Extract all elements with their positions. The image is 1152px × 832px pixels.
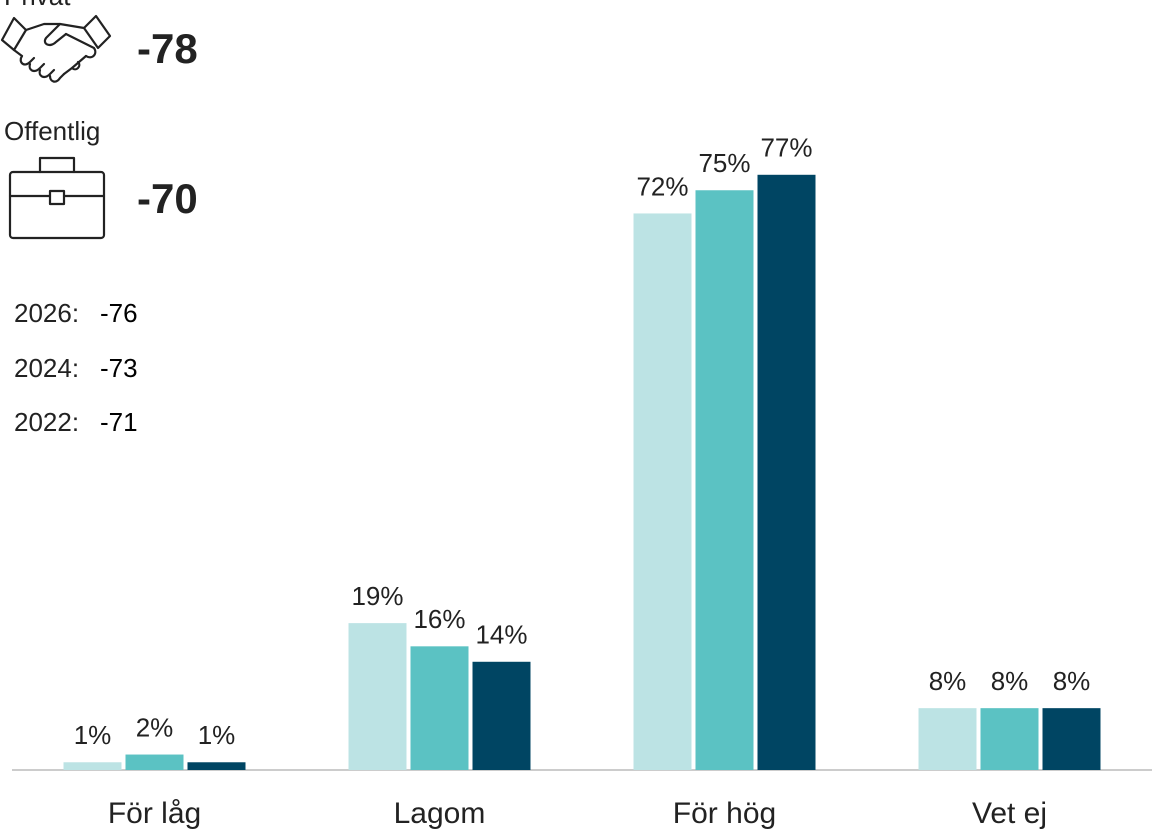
x-tick-label: För låg [108,797,201,830]
history: 2026: -76 2024: -73 2022: -71 [14,298,138,437]
annotation-value: -70 [137,175,198,222]
bar [348,623,407,770]
history-label: 2026: [14,298,79,328]
data-label: 8% [929,666,967,696]
data-label: 1% [74,720,112,750]
briefcase-icon [8,156,106,240]
data-label: 1% [198,720,236,750]
handshake-icon [0,14,112,83]
bar [918,708,977,770]
x-tick-label: För hög [673,797,776,830]
x-tick-label: Lagom [394,797,486,830]
history-value: -76 [100,298,138,328]
bar [410,646,469,770]
bar [63,762,122,770]
bar [980,708,1039,770]
history-label: 2024: [14,353,79,383]
data-label: 2% [136,712,174,742]
bar [472,661,531,770]
data-label: 14% [475,620,527,650]
data-label: 8% [1053,666,1091,696]
history-value: -71 [100,407,138,437]
bar [633,213,692,770]
annotation-label: Privat [4,0,71,11]
data-label: 8% [991,666,1029,696]
data-label: 72% [636,171,688,201]
history-label: 2022: [14,407,79,437]
data-label: 75% [698,148,750,178]
annotation-label: Offentlig [4,116,100,146]
bar [187,762,246,770]
data-label: 19% [351,581,403,611]
history-value: -73 [100,353,138,383]
bar [695,190,754,770]
data-label: 16% [413,604,465,634]
x-tick-label: Vet ej [972,797,1047,830]
annotation-value: -78 [137,25,198,72]
bar [757,174,816,771]
bar [1042,708,1101,770]
bar [125,754,184,770]
data-label: 77% [760,133,812,163]
